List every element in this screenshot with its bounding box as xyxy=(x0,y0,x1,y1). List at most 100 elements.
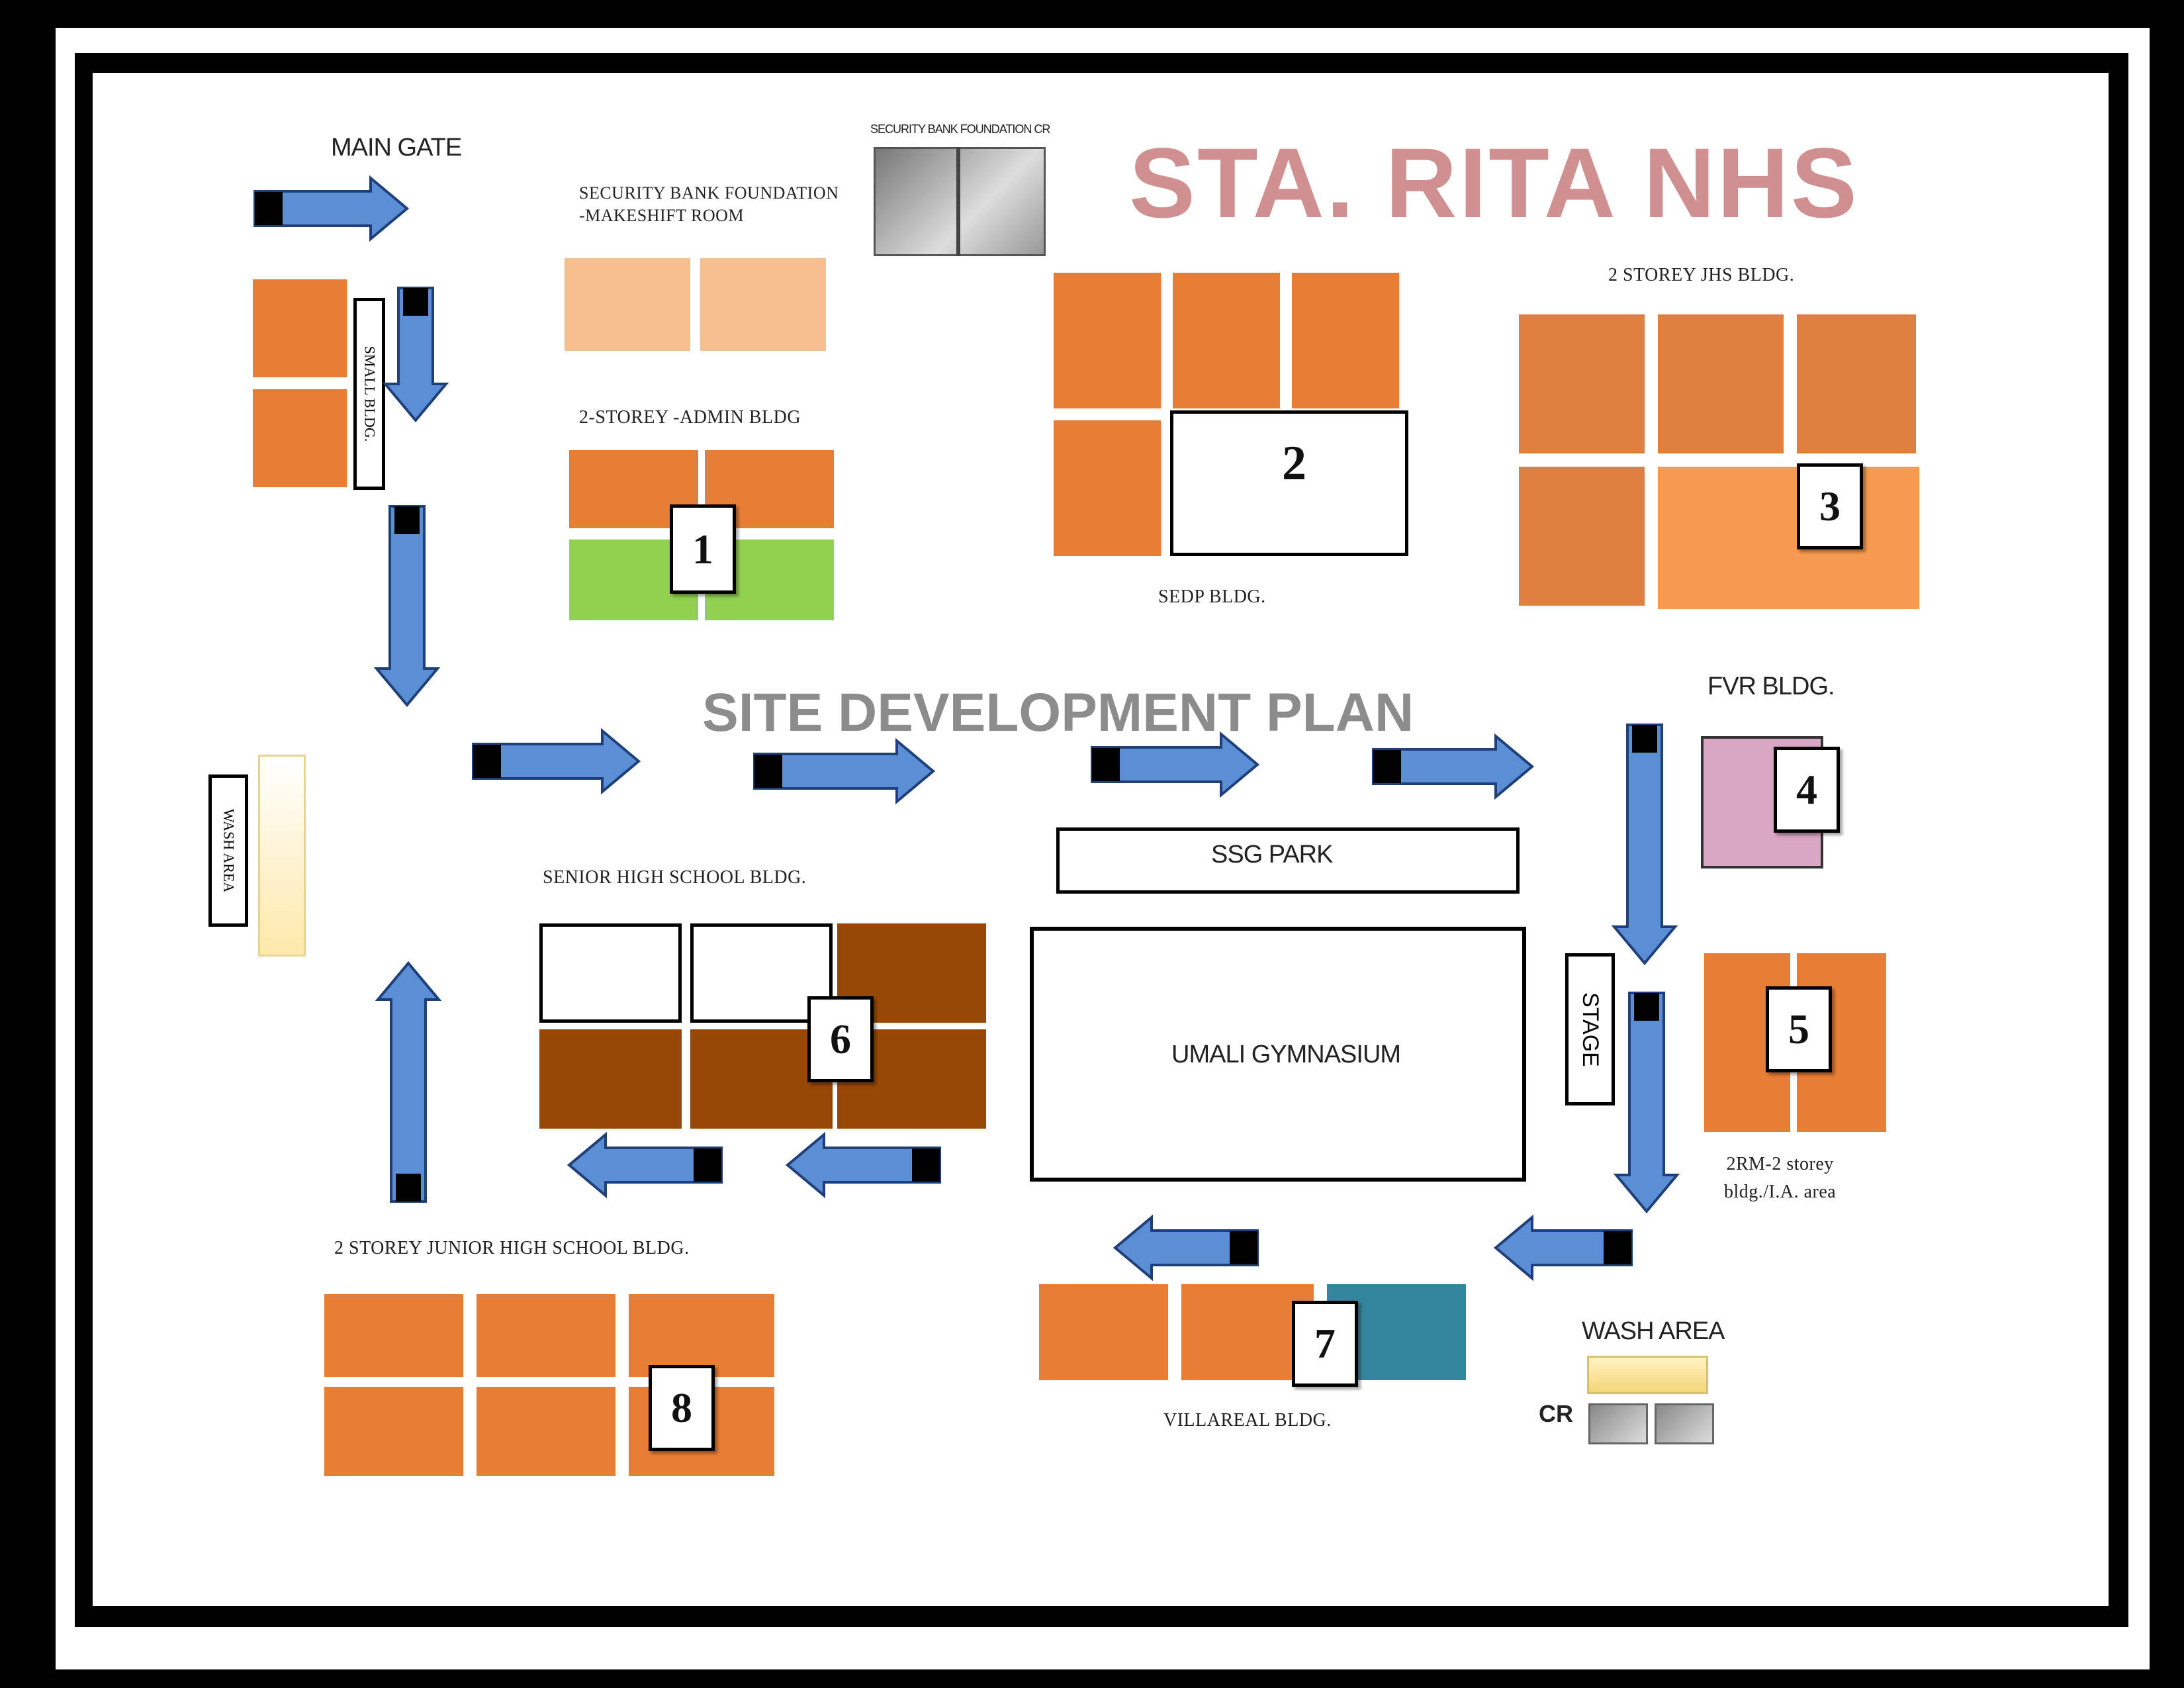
jhs-2storey-label: 2 STOREY JHS BLDG. xyxy=(1608,265,1795,285)
jhs-2storey-cell-4 xyxy=(1519,467,1645,606)
ssg-park-label: SSG PARK xyxy=(1211,841,1333,868)
flow-arrow xyxy=(1091,731,1260,798)
jhs-junior-cell-2 xyxy=(477,1294,615,1377)
small-bldg-label-box: SMALL BLDG. xyxy=(353,298,385,490)
building-number-2: 2 xyxy=(1282,436,1306,491)
ssg-park xyxy=(1056,827,1520,894)
flow-arrow xyxy=(785,1131,941,1199)
jhs-junior-label: 2 STOREY JUNIOR HIGH SCHOOL BLDG. xyxy=(334,1238,690,1258)
arrow-tail-block xyxy=(694,1149,721,1182)
sedp-bldg-white xyxy=(1170,410,1408,556)
arrow-body xyxy=(785,1131,941,1199)
building-number-3: 3 xyxy=(1797,463,1863,549)
flow-arrow xyxy=(753,737,936,805)
arrow-tail-block xyxy=(1373,750,1401,783)
wash-area-right-label: WASH AREA xyxy=(1582,1317,1725,1345)
small-bldg-cell-2 xyxy=(253,389,347,487)
arrow-tail-block xyxy=(473,745,501,778)
flow-arrow xyxy=(1493,1214,1633,1282)
jhs-2storey-cell-3 xyxy=(1797,314,1916,453)
building-number-5: 5 xyxy=(1766,986,1832,1072)
jhs-junior-cell-3 xyxy=(629,1294,774,1377)
security-bank-room-label: SECURITY BANK FOUNDATION -MAKESHIFT ROOM xyxy=(579,183,839,225)
sedp-bldg-cell-4 xyxy=(1054,420,1161,556)
flow-arrow xyxy=(1613,992,1680,1214)
building-number-6: 6 xyxy=(807,996,874,1082)
arrow-tail-block xyxy=(754,755,782,788)
arrow-tail-block xyxy=(255,192,283,225)
arrow-tail-block xyxy=(403,288,428,316)
arrow-body xyxy=(1091,731,1260,798)
jhs-2storey-cell-2 xyxy=(1658,314,1784,453)
flow-arrows xyxy=(253,175,1680,1282)
building-number-7: 7 xyxy=(1292,1301,1358,1387)
jhs-junior-cell-1 xyxy=(324,1294,463,1377)
cr-cell-2 xyxy=(1655,1403,1714,1444)
security-bank-room-cell-2 xyxy=(700,258,826,351)
umali-gymnasium xyxy=(1030,927,1526,1182)
flow-arrow xyxy=(1113,1214,1259,1282)
arrow-body xyxy=(472,727,641,795)
jhs-junior-cell-4 xyxy=(324,1387,463,1476)
site-map: STA. RITA NHS SITE DEVELOPMENT PLAN MAIN… xyxy=(93,73,2109,1606)
stage: STAGE xyxy=(1565,953,1615,1105)
main-gate-label: MAIN GATE xyxy=(331,134,462,162)
arrow-tail-block xyxy=(1230,1231,1257,1264)
arrow-body xyxy=(1613,992,1680,1214)
arrow-body xyxy=(567,1131,723,1199)
arrow-body xyxy=(1493,1214,1633,1282)
map-subtitle: SITE DEVELOPMENT PLAN xyxy=(702,682,1414,743)
senior-high-label: SENIOR HIGH SCHOOL BLDG. xyxy=(543,867,807,888)
map-title: STA. RITA NHS xyxy=(1129,127,1859,238)
two-rm-label: 2RM-2 storey bldg./I.A. area xyxy=(1724,1154,1837,1202)
building-number-4: 4 xyxy=(1774,747,1840,833)
cr-label: CR xyxy=(1539,1400,1573,1427)
arrow-tail-block xyxy=(396,1174,421,1201)
flow-arrow xyxy=(375,961,442,1203)
security-bank-room-cell-1 xyxy=(565,258,690,351)
sedp-bldg-cell-1 xyxy=(1054,273,1161,408)
senior-high-cell-4 xyxy=(539,1029,682,1129)
arrow-body xyxy=(375,961,442,1203)
flow-arrow xyxy=(1372,733,1535,800)
flow-arrow xyxy=(382,287,449,423)
arrow-tail-block xyxy=(1604,1231,1631,1264)
small-bldg-cell-1 xyxy=(253,279,347,377)
villareal-label: VILLAREAL BLDG. xyxy=(1163,1410,1332,1430)
arrow-body xyxy=(753,737,936,805)
building-number-1: 1 xyxy=(670,504,736,594)
jhs-2storey-cell-5 xyxy=(1658,467,1919,609)
arrow-tail-block xyxy=(912,1149,940,1182)
arrow-body xyxy=(382,287,449,423)
sedp-bldg-label: SEDP BLDG. xyxy=(1158,586,1266,607)
arrow-body xyxy=(253,175,410,242)
arrow-tail-block xyxy=(1632,725,1657,753)
wash-area-left-label-box: WASH AREA xyxy=(208,774,248,927)
gym-label: UMALI GYMNASIUM xyxy=(1171,1041,1401,1068)
villareal-cell-2 xyxy=(1181,1284,1314,1380)
jhs-2storey-cell-1 xyxy=(1519,314,1645,453)
arrow-tail-block xyxy=(1634,993,1659,1021)
arrow-body xyxy=(1113,1214,1259,1282)
security-bank-cr-divider xyxy=(956,147,960,256)
arrow-tail-block xyxy=(1092,748,1120,781)
sedp-bldg-cell-2 xyxy=(1173,273,1280,408)
flow-arrow xyxy=(472,727,641,795)
wash-area-left xyxy=(258,755,306,957)
arrow-body xyxy=(1611,724,1678,966)
flow-arrow xyxy=(567,1131,723,1199)
arrow-body xyxy=(373,505,441,708)
sedp-bldg-cell-3 xyxy=(1292,273,1399,408)
wash-area-right xyxy=(1587,1356,1708,1394)
senior-high-cell-1 xyxy=(539,923,682,1023)
arrow-tail-block xyxy=(394,506,420,534)
jhs-junior-cell-5 xyxy=(477,1387,615,1476)
fvr-bldg-label: FVR BLDG. xyxy=(1707,673,1835,700)
security-bank-cr-label: SECURITY BANK FOUNDATION CR xyxy=(870,122,1050,136)
cr-cell-1 xyxy=(1588,1403,1648,1444)
flow-arrow xyxy=(253,175,410,242)
villareal-cell-1 xyxy=(1039,1284,1168,1380)
arrow-body xyxy=(1372,733,1535,800)
admin-bldg-label: 2-STOREY -ADMIN BLDG xyxy=(579,407,801,428)
flow-arrow xyxy=(373,505,441,708)
